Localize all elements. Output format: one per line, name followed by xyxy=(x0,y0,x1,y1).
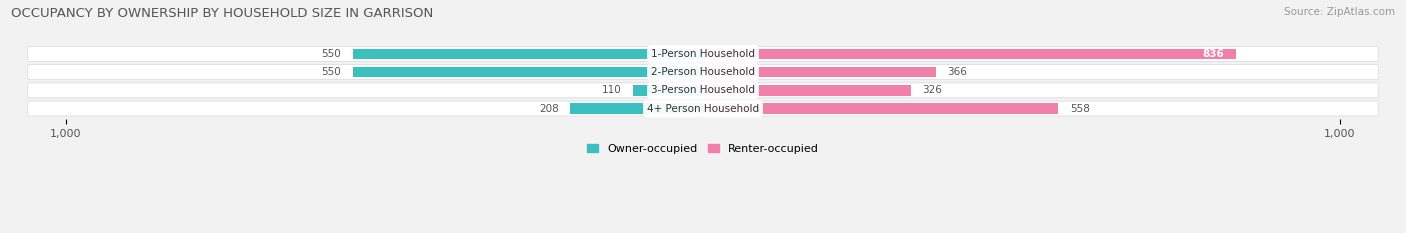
FancyBboxPatch shape xyxy=(28,65,1378,80)
Bar xyxy=(353,67,703,77)
Legend: Owner-occupied, Renter-occupied: Owner-occupied, Renter-occupied xyxy=(582,139,824,158)
Bar xyxy=(703,85,911,96)
FancyBboxPatch shape xyxy=(28,83,1378,98)
Text: 326: 326 xyxy=(922,85,942,95)
Text: 2-Person Household: 2-Person Household xyxy=(651,67,755,77)
Bar xyxy=(703,67,936,77)
Text: 1-Person Household: 1-Person Household xyxy=(651,49,755,59)
Bar xyxy=(633,85,703,96)
FancyBboxPatch shape xyxy=(28,46,1378,61)
Bar xyxy=(703,103,1059,114)
Text: 550: 550 xyxy=(322,67,342,77)
Text: 836: 836 xyxy=(1202,49,1225,59)
Bar xyxy=(703,49,1236,59)
Text: Source: ZipAtlas.com: Source: ZipAtlas.com xyxy=(1284,7,1395,17)
Bar xyxy=(571,103,703,114)
Text: 208: 208 xyxy=(540,103,560,113)
Text: 3-Person Household: 3-Person Household xyxy=(651,85,755,95)
Text: 550: 550 xyxy=(322,49,342,59)
Bar xyxy=(353,49,703,59)
Text: 558: 558 xyxy=(1070,103,1090,113)
Text: OCCUPANCY BY OWNERSHIP BY HOUSEHOLD SIZE IN GARRISON: OCCUPANCY BY OWNERSHIP BY HOUSEHOLD SIZE… xyxy=(11,7,433,20)
FancyBboxPatch shape xyxy=(28,101,1378,116)
Text: 366: 366 xyxy=(948,67,967,77)
Text: 4+ Person Household: 4+ Person Household xyxy=(647,103,759,113)
Text: 110: 110 xyxy=(602,85,621,95)
